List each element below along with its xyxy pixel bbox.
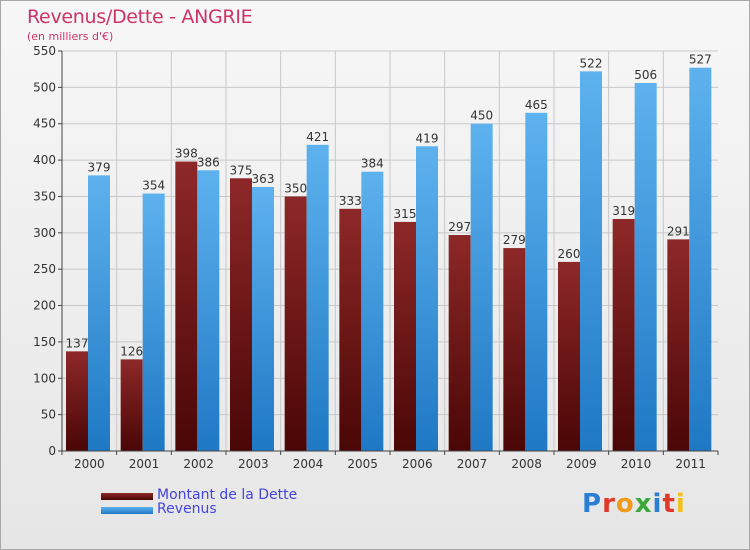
x-tick-label: 2009	[566, 457, 597, 471]
bar-revenus	[634, 83, 657, 451]
data-label-revenus: 386	[197, 155, 220, 169]
proxiti-logo: Proxiti	[582, 489, 686, 519]
y-tick-label: 250	[33, 262, 56, 276]
x-tick-label: 2005	[347, 457, 378, 471]
data-label-debt: 291	[667, 224, 690, 238]
chart-subtitle: (en milliers d'€)	[27, 30, 114, 43]
logo-letter: i	[675, 489, 686, 519]
legend-swatch-debt	[101, 493, 153, 500]
logo-letter: r	[602, 489, 616, 519]
data-label-revenus: 522	[580, 56, 603, 70]
bar-debt	[339, 208, 362, 451]
data-label-debt: 126	[120, 344, 143, 358]
x-tick-label: 2000	[74, 457, 105, 471]
logo-letter: i	[652, 489, 663, 519]
bar-revenus	[470, 123, 493, 452]
legend-label-debt: Montant de la Dette	[157, 487, 298, 503]
logo-letter: x	[634, 489, 653, 519]
bar-debt	[503, 248, 526, 451]
bar-revenus	[88, 175, 110, 451]
bar-debt	[284, 196, 307, 451]
data-label-revenus: 465	[525, 98, 548, 112]
y-tick-label: 100	[33, 371, 56, 385]
bar-debt	[558, 261, 580, 451]
y-tick-label: 450	[33, 117, 56, 131]
y-tick-label: 150	[33, 335, 56, 349]
bar-debt	[667, 239, 690, 451]
y-tick-label: 50	[41, 408, 56, 422]
bar-debt	[230, 178, 252, 452]
data-label-revenus: 379	[88, 160, 111, 174]
data-label-revenus: 450	[470, 109, 493, 123]
x-tick-label: 2004	[293, 457, 324, 471]
legend-label-revenus: Revenus	[157, 501, 217, 517]
y-tick-label: 400	[33, 153, 56, 167]
bar-revenus	[580, 71, 602, 451]
bar-revenus	[306, 144, 329, 451]
data-label-revenus: 354	[142, 179, 165, 193]
x-tick-label: 2001	[129, 457, 160, 471]
data-label-debt: 398	[175, 147, 198, 161]
y-tick-label: 550	[33, 44, 56, 58]
bar-debt	[120, 359, 143, 451]
data-label-revenus: 421	[306, 130, 329, 144]
data-label-debt: 279	[503, 233, 526, 247]
data-label-debt: 319	[612, 204, 635, 218]
y-tick-label: 300	[33, 226, 56, 240]
data-label-debt: 260	[558, 247, 581, 261]
x-tick-label: 2007	[457, 457, 488, 471]
logo-letter: t	[662, 489, 676, 519]
bar-revenus	[361, 171, 384, 451]
y-tick-label: 500	[33, 80, 56, 94]
bar-debt	[448, 235, 471, 451]
data-label-debt: 333	[339, 194, 362, 208]
bar-revenus	[416, 146, 438, 452]
bar-revenus	[197, 170, 220, 452]
data-label-debt: 315	[394, 207, 417, 221]
bar-revenus	[689, 67, 712, 452]
bar-revenus	[525, 112, 548, 452]
bar-revenus	[252, 187, 274, 451]
bar-revenus	[142, 193, 165, 451]
bar-debt	[175, 161, 198, 451]
bar-debt	[612, 219, 635, 451]
y-tick-label: 200	[33, 299, 56, 313]
x-tick-label: 2006	[402, 457, 433, 471]
x-tick-label: 2002	[183, 457, 214, 471]
data-label-revenus: 363	[252, 172, 275, 186]
data-label-revenus: 384	[361, 157, 384, 171]
data-label-debt: 375	[230, 163, 253, 177]
x-tick-label: 2003	[238, 457, 269, 471]
data-label-revenus: 506	[634, 68, 657, 82]
y-tick-label: 350	[33, 189, 56, 203]
bar-debt	[66, 351, 88, 451]
data-label-revenus: 419	[416, 131, 439, 145]
logo-letter: o	[615, 489, 635, 519]
data-label-debt: 350	[284, 181, 307, 195]
data-label-revenus: 527	[689, 53, 712, 67]
bar-debt	[394, 221, 416, 451]
logo-letter: P	[582, 489, 603, 519]
legend-swatch-revenus	[101, 507, 153, 514]
x-tick-label: 2011	[675, 457, 706, 471]
chart-title: Revenus/Dette - ANGRIE	[27, 6, 253, 28]
data-label-debt: 297	[448, 220, 471, 234]
data-label-debt: 137	[66, 336, 89, 350]
y-tick-label: 0	[48, 444, 56, 458]
x-tick-label: 2008	[511, 457, 542, 471]
x-tick-label: 2010	[621, 457, 652, 471]
